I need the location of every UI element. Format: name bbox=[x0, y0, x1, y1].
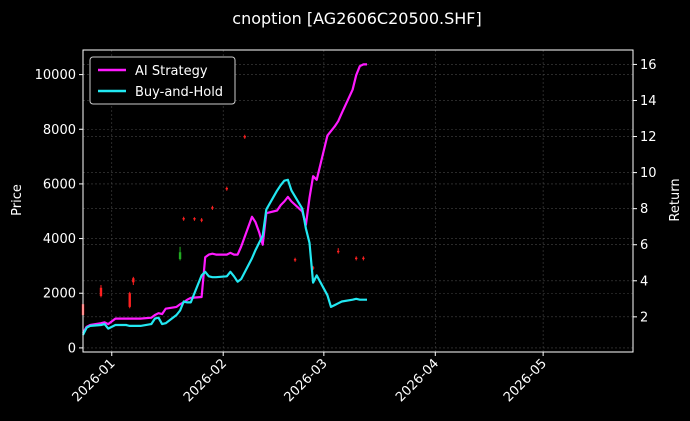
candle-body bbox=[311, 267, 315, 269]
y2-tick-label: 6 bbox=[640, 238, 648, 253]
y2-axis-title: Return bbox=[668, 178, 683, 221]
y-axis-title: Price bbox=[10, 184, 25, 216]
candle-body bbox=[182, 218, 185, 220]
legend-label: Buy-and-Hold bbox=[135, 85, 223, 100]
y2-tick-label: 8 bbox=[640, 202, 648, 217]
y2-tick-label: 16 bbox=[640, 58, 657, 73]
y-tick-label: 10000 bbox=[35, 68, 76, 83]
candle-body bbox=[178, 252, 182, 260]
y-tick-label: 4000 bbox=[43, 232, 76, 247]
y-tick-label: 8000 bbox=[43, 123, 76, 138]
candle-body bbox=[132, 278, 135, 283]
candle-body bbox=[200, 219, 203, 221]
y2-tick-label: 4 bbox=[640, 274, 648, 289]
candle-body bbox=[193, 218, 196, 220]
y-tick-label: 2000 bbox=[43, 287, 76, 302]
candle-body bbox=[211, 207, 214, 209]
y2-tick-label: 10 bbox=[640, 166, 657, 181]
candle-body bbox=[128, 293, 131, 307]
legend: AI Strategy Buy-and-Hold bbox=[89, 56, 236, 105]
y-tick-label: 0 bbox=[68, 341, 76, 356]
plot-frame bbox=[82, 49, 634, 353]
candle-body bbox=[337, 250, 340, 253]
legend-label: AI Strategy bbox=[135, 64, 208, 79]
candle-body bbox=[225, 188, 228, 190]
candle-body bbox=[99, 287, 103, 296]
series-line-buy-and-hold bbox=[82, 178, 367, 336]
candle-body bbox=[362, 257, 365, 260]
candle-body bbox=[243, 136, 246, 138]
y2-tick-label: 2 bbox=[640, 310, 648, 325]
y2-tick-label: 14 bbox=[640, 94, 657, 109]
legend-box bbox=[89, 56, 236, 105]
series-line-ai-strategy bbox=[82, 63, 367, 334]
y-tick-label: 6000 bbox=[43, 177, 76, 192]
chart-title: cnoption [AG2606C20500.SHF] bbox=[232, 9, 481, 28]
y2-tick-label: 12 bbox=[640, 130, 657, 145]
candle-body bbox=[355, 257, 358, 260]
line-layer bbox=[82, 63, 367, 336]
candle-body bbox=[293, 259, 297, 261]
